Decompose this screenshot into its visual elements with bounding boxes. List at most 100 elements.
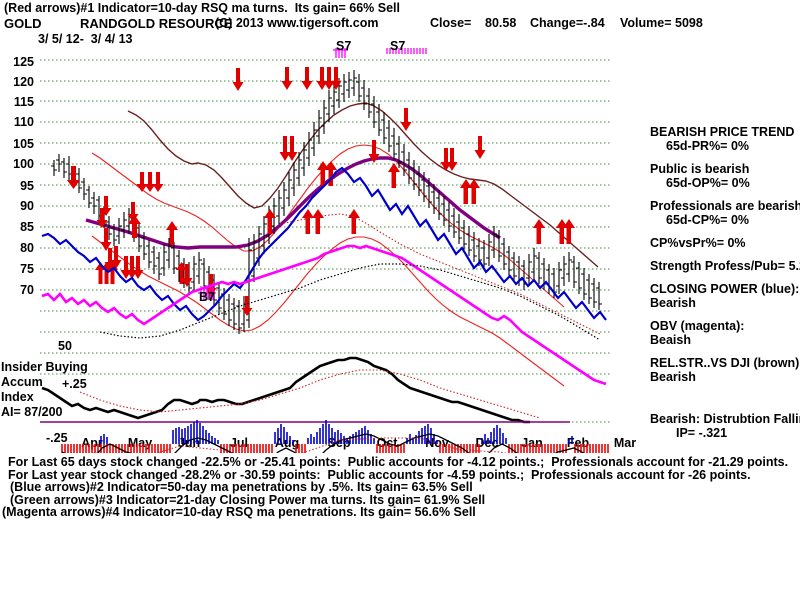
public-group: Public is bearish 65d-OP%= 0% xyxy=(650,162,800,190)
cp-vs-pr-value: CP%vsPr%= 0% xyxy=(650,236,746,250)
sell-arrow-down xyxy=(330,67,342,90)
obv-value: Beaish xyxy=(650,333,691,347)
close-label: Close= xyxy=(430,16,472,30)
magenta-comb-s7-left xyxy=(333,48,348,58)
obv-ma-dotted xyxy=(99,263,601,341)
ma-purple-line xyxy=(85,156,501,250)
accum-index-line xyxy=(41,356,530,424)
obv-title: OBV (magenta): xyxy=(650,319,745,333)
buy-arrow-group xyxy=(95,161,575,284)
note-last-year: For Last year stock changed -28.2% or -3… xyxy=(8,467,751,482)
sell-arrow-down xyxy=(281,67,293,90)
x-tick-jul: Jul xyxy=(229,436,249,450)
sell-arrow-down xyxy=(132,256,144,279)
indicator-1-caption: (Red arrows)#1 Indicator=10-day RSQ ma t… xyxy=(4,1,400,15)
y-tick-95: 95 xyxy=(20,179,34,193)
ma-red-upper xyxy=(91,144,565,308)
sell-arrow-down xyxy=(152,172,164,192)
sell-arrow-down xyxy=(232,68,244,91)
insider-buying-line1: Insider Buying xyxy=(1,360,88,374)
distribution-title: Bearish: Distrubtion Falling xyxy=(650,412,800,426)
price-trend-value: 65d-PR%= 0% xyxy=(666,139,750,153)
sell-arrow-down xyxy=(120,256,132,279)
footer-notes: For Last 65 days stock changed -22.5% or… xyxy=(2,456,788,519)
y-tick-70: 70 xyxy=(20,283,34,297)
sell-arrow-down xyxy=(144,172,156,192)
closing-power-line xyxy=(41,166,607,322)
sell-arrow-down xyxy=(279,136,291,161)
distribution-summary: Bearish: Distrubtion Falling IP= -.321 xyxy=(650,412,800,446)
buy-signal-label-1: B7 xyxy=(199,290,215,304)
sell-arrow-down xyxy=(136,172,148,192)
rel-strength-group: REL.STR..VS DJI (brown) Bearish xyxy=(650,356,800,384)
ip-value: IP= -.321 xyxy=(676,426,728,440)
buy-arrow-up xyxy=(264,209,276,234)
accum-mid-label: 50 xyxy=(58,339,72,353)
oscillator-panel xyxy=(61,420,609,453)
note-indicator-4: (Magenta arrows)#4 Indicator=10-day RSQ … xyxy=(2,505,476,519)
accum-ma-dotted xyxy=(79,369,541,419)
price-trend-group: BEARISH PRICE TREND 65d-PR%= 0% xyxy=(650,125,800,153)
sell-arrow-down xyxy=(368,140,380,163)
oscillator-signal-line xyxy=(61,433,585,453)
y-tick-105: 105 xyxy=(13,137,34,151)
copyright-label: (C) 2013 www.tigersoft.com xyxy=(215,16,379,30)
sell-signal-label-2: S7 xyxy=(390,39,406,53)
public-value: 65d-OP%= 0% xyxy=(666,176,750,190)
close-value: 80.58 xyxy=(485,16,517,30)
cp-vs-pr-group: CP%vsPr%= 0% xyxy=(650,236,800,250)
obv-line xyxy=(41,244,607,386)
closing-power-title: CLOSING POWER (blue): xyxy=(650,282,800,296)
insider-buying-legend: Insider Buying Accum Index AI= 87/200 xyxy=(1,360,88,420)
note-65-days: For Last 65 days stock changed -22.5% or… xyxy=(8,455,789,469)
sell-arrow-down xyxy=(446,148,458,171)
buy-arrow-up xyxy=(107,262,118,284)
osc-plus-label: +.25 xyxy=(62,377,87,391)
company-name-label: RANDGOLD RESOURCE xyxy=(80,16,233,31)
closing-power-value: Bearish xyxy=(650,296,696,310)
buy-arrow-up xyxy=(317,161,329,186)
insider-buying-line2: Accum xyxy=(1,375,43,389)
y-tick-85: 85 xyxy=(20,220,34,234)
y-tick-120: 120 xyxy=(13,75,34,89)
osc-minus-label: -.25 xyxy=(46,431,68,445)
volume-value: Volume= 5098 xyxy=(620,16,703,30)
sell-arrow-down xyxy=(100,228,112,251)
obv-group: OBV (magenta): Beaish xyxy=(650,319,800,347)
y-tick-80: 80 xyxy=(20,241,34,255)
insider-buying-line3: Index xyxy=(1,390,34,404)
analysis-panel: BEARISH PRICE TREND 65d-PR%= 0% Public i… xyxy=(650,125,800,415)
buy-arrow-up xyxy=(166,221,178,245)
sell-arrow-down xyxy=(474,136,486,159)
strength-group: Strength Profess/Pub= 5.2 xyxy=(650,259,800,273)
y-tick-90: 90 xyxy=(20,199,34,213)
change-value: Change=-.84 xyxy=(530,16,605,30)
x-tick-mar: Mar xyxy=(613,436,637,450)
sell-arrow-down xyxy=(181,264,193,287)
sell-arrow-down xyxy=(96,208,108,228)
y-tick-110: 110 xyxy=(13,115,34,129)
oscillator-bars xyxy=(61,420,609,453)
public-title: Public is bearish xyxy=(650,162,750,176)
y-tick-100: 100 xyxy=(13,157,34,171)
sell-arrow-down xyxy=(301,67,313,90)
rel-strength-value: Bearish xyxy=(650,370,696,384)
buy-arrow-up xyxy=(302,209,314,234)
buy-arrow-up xyxy=(348,209,360,234)
buy-arrow-up xyxy=(468,179,480,204)
sell-arrow-down xyxy=(400,108,412,131)
date-range-label: 3/ 5/ 12- 3/ 4/ 13 xyxy=(38,32,133,46)
sell-arrow-group xyxy=(67,67,486,316)
professionals-value: 65d-CP%= 0% xyxy=(666,213,750,227)
rel-strength-line xyxy=(127,102,599,268)
oscillator-ma-dotted xyxy=(90,437,508,453)
y-tick-115: 115 xyxy=(13,95,34,109)
closing-power-ma-dotted xyxy=(279,213,601,335)
buy-arrow-up xyxy=(533,219,545,244)
buy-arrow-up xyxy=(128,215,141,238)
sell-signal-label-1: S7 xyxy=(336,39,352,53)
buy-arrow-up xyxy=(563,219,575,244)
professionals-title: Professionals are bearish xyxy=(650,199,800,213)
price-chart-plot-area[interactable] xyxy=(40,48,610,453)
closing-power-group: CLOSING POWER (blue): Bearish xyxy=(650,282,800,310)
